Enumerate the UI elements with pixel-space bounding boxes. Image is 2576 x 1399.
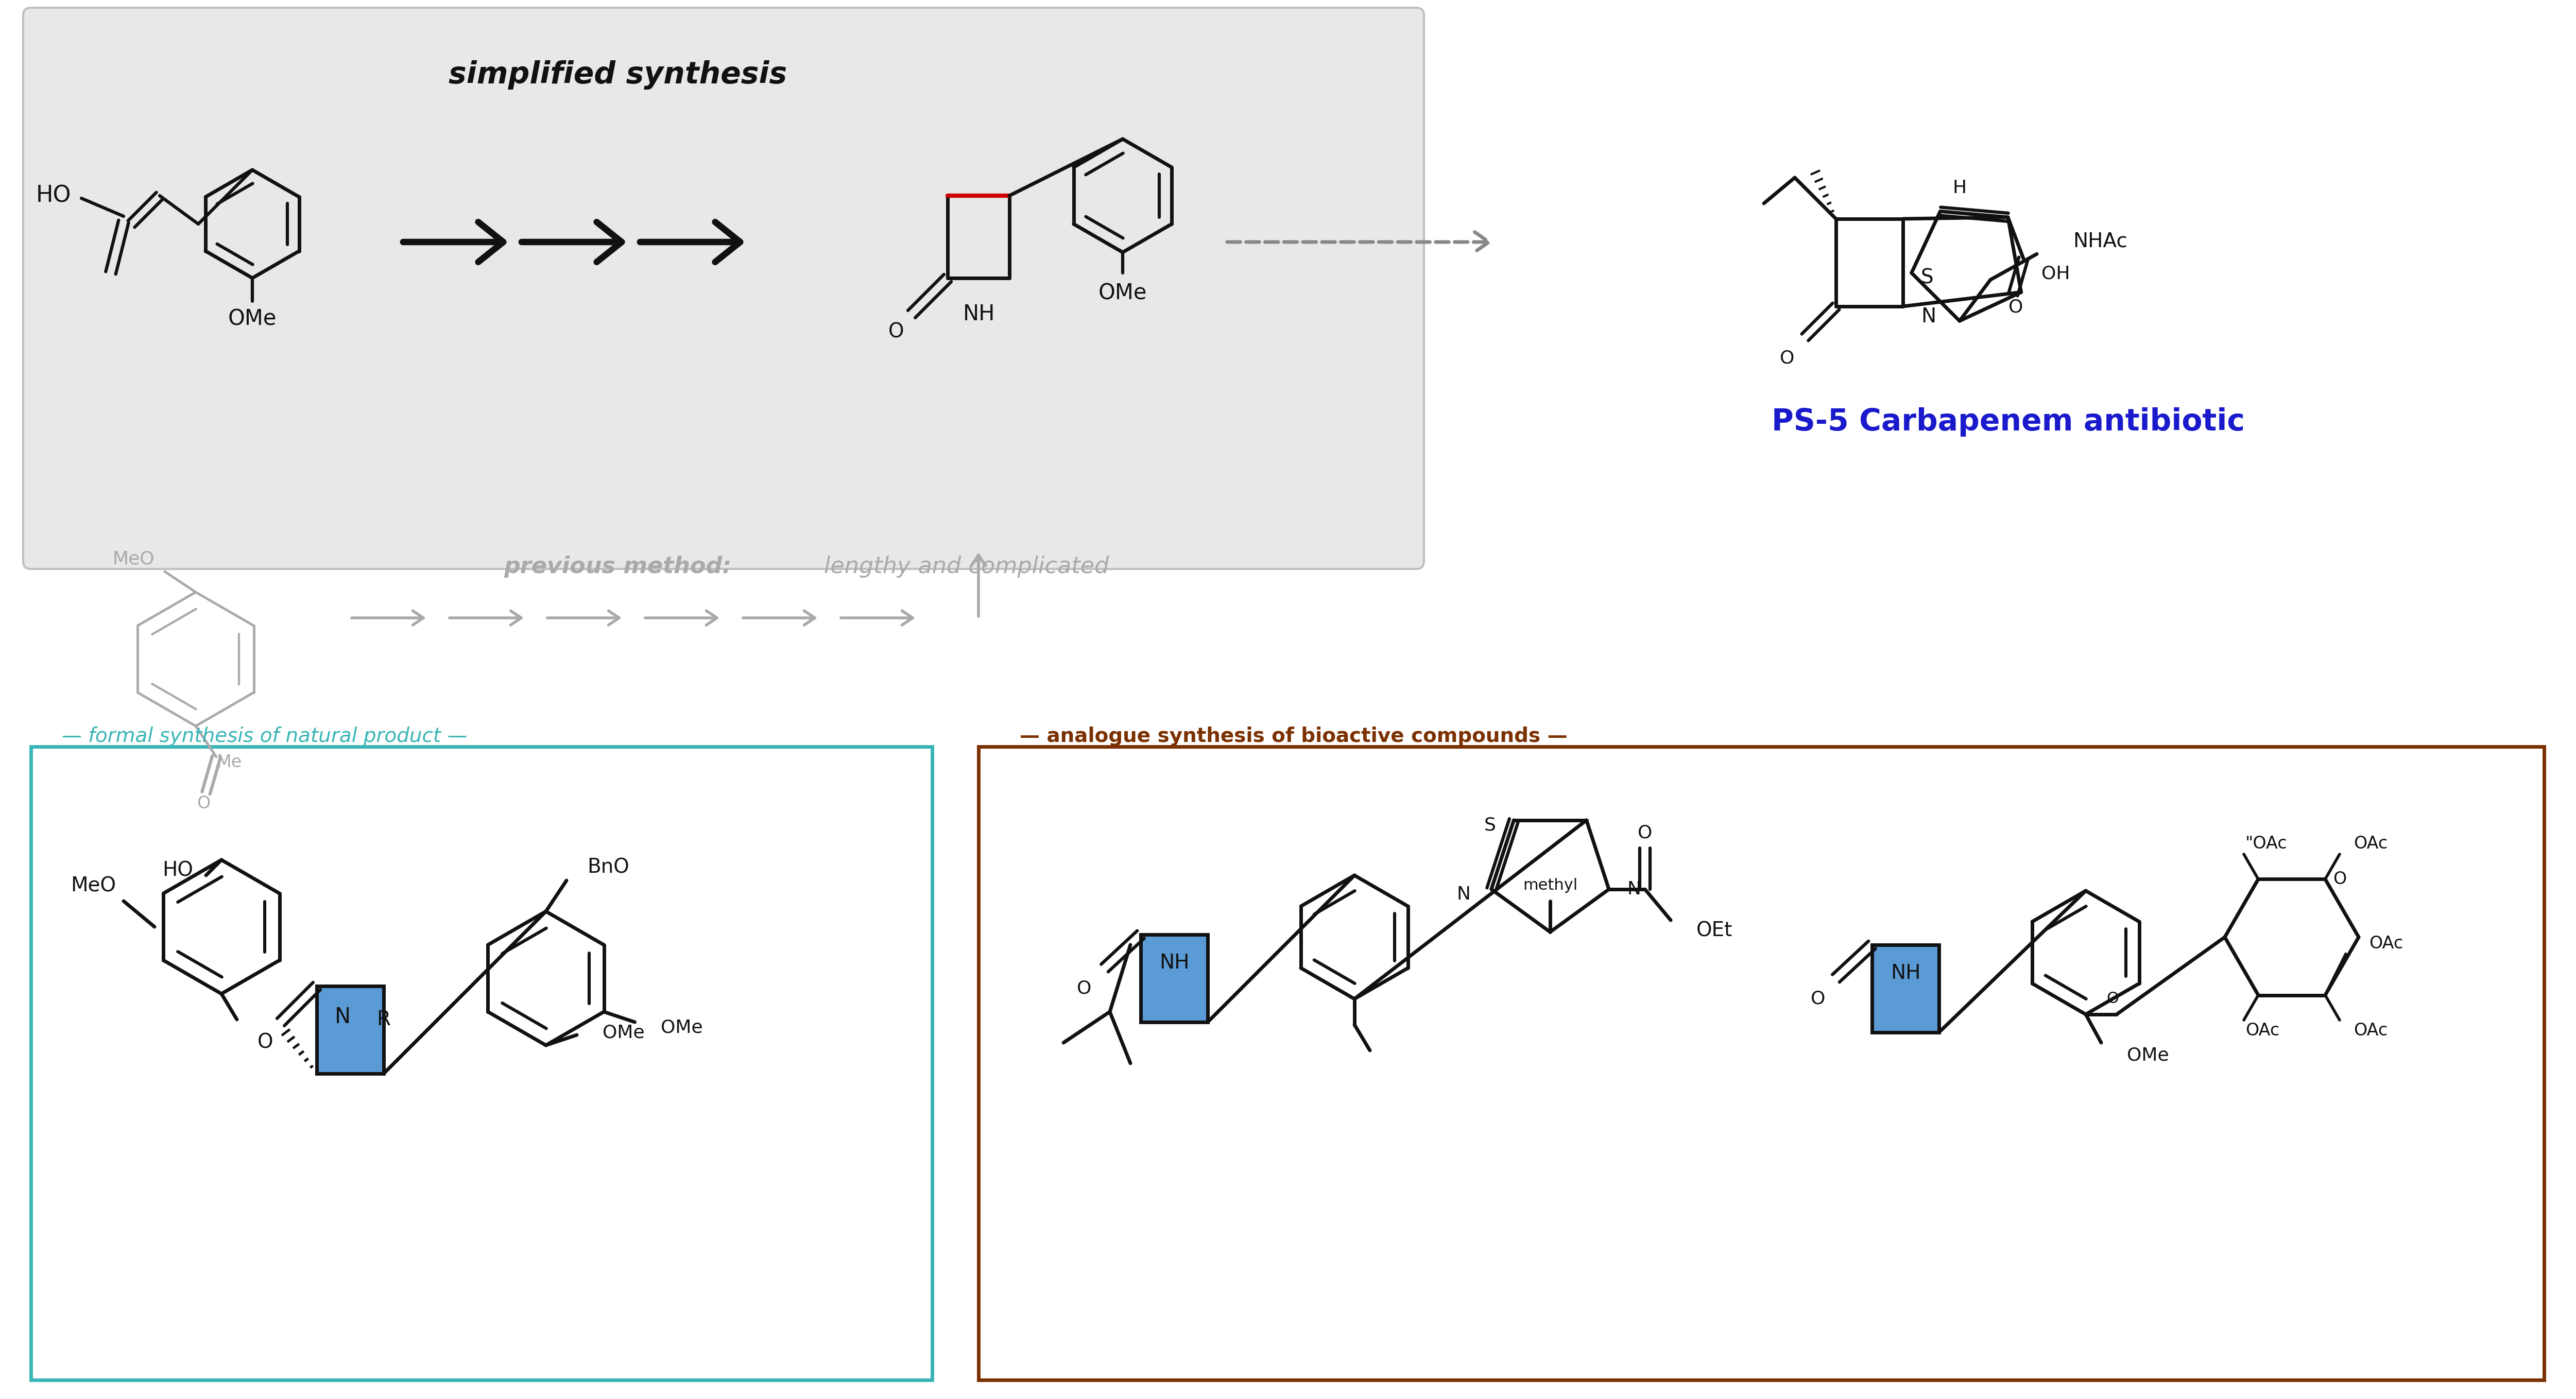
Text: NH: NH (963, 304, 994, 325)
Text: — formal synthesis of natural product —: — formal synthesis of natural product — (62, 726, 466, 746)
Bar (979, 747, 2545, 1379)
Text: H: H (1953, 179, 1965, 197)
Text: O: O (889, 322, 904, 341)
Text: Me: Me (216, 754, 242, 771)
Text: OMe: OMe (2128, 1046, 2169, 1065)
Text: OMe: OMe (603, 1024, 644, 1041)
Text: OAc: OAc (2354, 835, 2388, 852)
Text: O: O (1638, 824, 1651, 841)
Text: OMe: OMe (659, 1018, 703, 1037)
Polygon shape (1873, 944, 1940, 1032)
Text: N: N (1628, 880, 1641, 898)
Text: HO: HO (36, 185, 72, 207)
Text: O: O (1077, 979, 1092, 997)
Text: NHAc: NHAc (2074, 231, 2128, 250)
Text: OMe: OMe (1097, 283, 1146, 305)
Text: N: N (1458, 886, 1471, 904)
Text: O: O (1811, 990, 1826, 1007)
Text: previous method:: previous method: (505, 555, 732, 578)
Text: "OAc: "OAc (2246, 835, 2287, 852)
Text: O: O (258, 1032, 273, 1052)
Text: S: S (1484, 817, 1497, 834)
Text: R: R (376, 1010, 392, 1030)
Text: HO: HO (162, 860, 193, 880)
Text: N: N (1922, 306, 1937, 326)
Text: methyl: methyl (1522, 879, 1577, 893)
Text: PS-5 Carbapenem antibiotic: PS-5 Carbapenem antibiotic (1772, 407, 2246, 436)
Text: N: N (335, 1006, 350, 1028)
Text: OAc: OAc (2246, 1023, 2280, 1039)
Text: NH: NH (1891, 964, 1922, 983)
Polygon shape (1141, 935, 1208, 1023)
FancyBboxPatch shape (23, 8, 1425, 569)
Text: MeO: MeO (70, 876, 116, 895)
Text: O: O (2107, 992, 2117, 1006)
Bar (31, 747, 933, 1379)
Text: S: S (1922, 269, 1935, 288)
Text: O: O (1780, 350, 1795, 367)
Text: lengthy and complicated: lengthy and complicated (824, 555, 1110, 578)
Text: OAc: OAc (2354, 1023, 2388, 1039)
Text: NH: NH (1159, 953, 1190, 972)
Text: simplified synthesis: simplified synthesis (448, 60, 788, 90)
Text: — analogue synthesis of bioactive compounds —: — analogue synthesis of bioactive compou… (1020, 726, 1566, 746)
Text: O: O (196, 795, 211, 811)
Text: OEt: OEt (1698, 921, 1734, 940)
Text: BnO: BnO (587, 858, 629, 877)
Text: O: O (2334, 870, 2347, 887)
Text: MeO: MeO (113, 550, 155, 568)
Text: O: O (2009, 298, 2022, 316)
Text: OH: OH (2040, 266, 2071, 283)
Polygon shape (317, 986, 384, 1073)
Text: OMe: OMe (229, 308, 276, 330)
Text: OAc: OAc (2370, 935, 2403, 953)
